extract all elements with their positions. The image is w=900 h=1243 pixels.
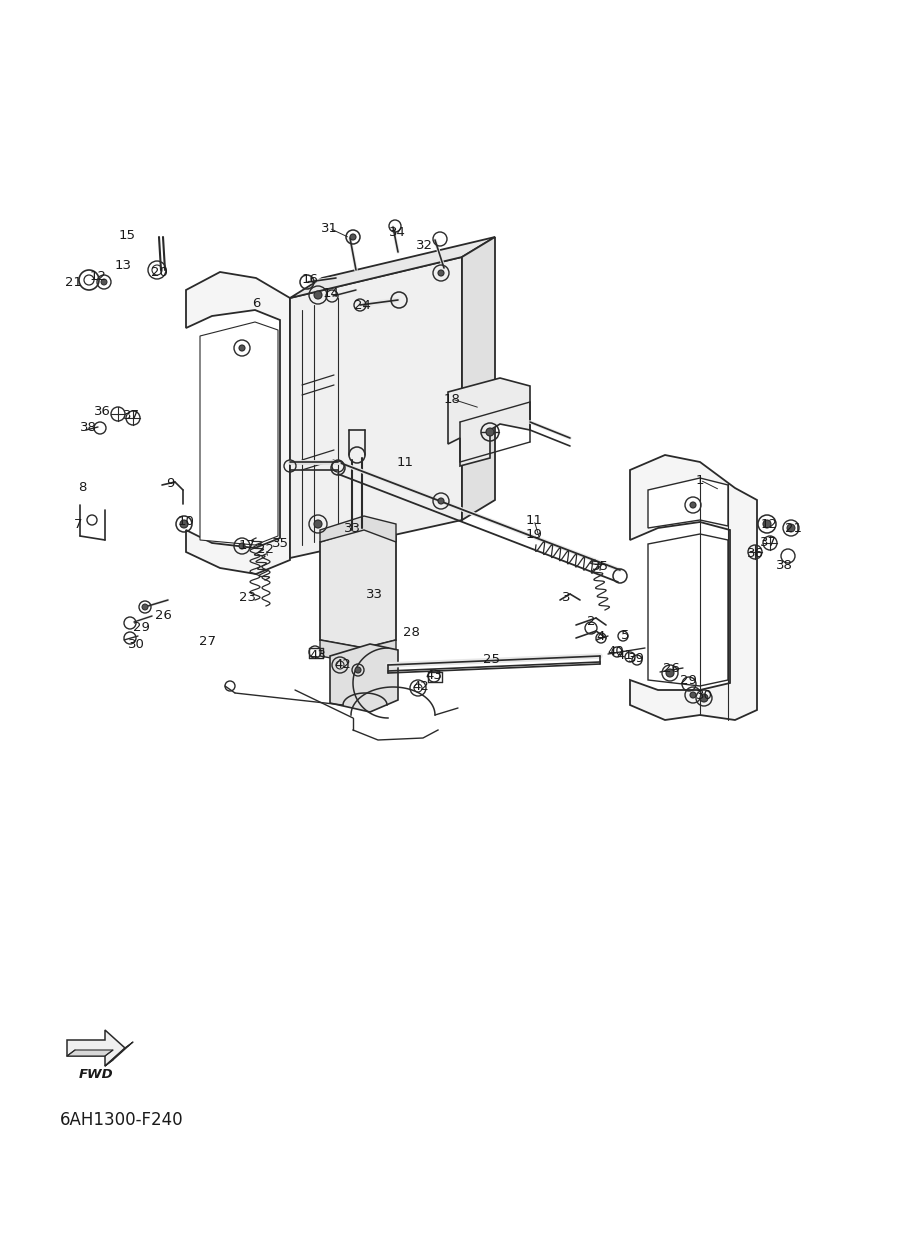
Text: 26: 26 [662, 661, 680, 675]
Polygon shape [290, 237, 495, 298]
Polygon shape [67, 1050, 113, 1057]
Text: 12: 12 [760, 517, 778, 531]
Polygon shape [330, 644, 398, 712]
Text: 7: 7 [74, 517, 82, 531]
Circle shape [690, 692, 696, 699]
Text: 29: 29 [132, 620, 149, 634]
Text: 33: 33 [365, 588, 382, 600]
Polygon shape [462, 237, 495, 520]
Text: 20: 20 [150, 266, 167, 278]
Text: 32: 32 [416, 239, 433, 251]
Text: 14: 14 [322, 286, 339, 300]
Text: 11: 11 [526, 513, 543, 527]
Text: 39: 39 [627, 651, 644, 665]
Polygon shape [648, 534, 728, 686]
Polygon shape [290, 257, 462, 558]
Text: 22: 22 [257, 542, 274, 556]
Text: 16: 16 [302, 272, 319, 286]
Text: 38: 38 [776, 558, 792, 572]
Circle shape [355, 667, 361, 672]
Text: 25: 25 [482, 653, 500, 665]
Text: 30: 30 [128, 638, 144, 650]
Circle shape [180, 520, 188, 528]
Text: 38: 38 [79, 420, 96, 434]
Text: 41: 41 [616, 649, 634, 661]
Circle shape [314, 520, 322, 528]
Circle shape [314, 291, 322, 300]
Circle shape [101, 278, 107, 285]
Text: 43: 43 [310, 649, 327, 661]
Text: 18: 18 [444, 393, 461, 405]
Circle shape [350, 234, 356, 240]
Circle shape [142, 604, 148, 610]
Circle shape [239, 543, 245, 549]
Text: 43: 43 [426, 669, 443, 681]
Polygon shape [200, 322, 278, 544]
Circle shape [690, 502, 696, 508]
Text: 21: 21 [785, 522, 802, 534]
Circle shape [787, 525, 795, 532]
Text: 31: 31 [320, 221, 338, 235]
Text: 15: 15 [119, 229, 136, 241]
Text: 40: 40 [608, 645, 625, 658]
Text: 35: 35 [272, 537, 289, 549]
Text: 9: 9 [166, 476, 175, 490]
Polygon shape [448, 378, 530, 466]
Text: 33: 33 [344, 522, 361, 534]
Polygon shape [320, 640, 396, 664]
Text: 36: 36 [94, 404, 111, 418]
Text: FWD: FWD [78, 1069, 113, 1081]
Polygon shape [67, 1030, 125, 1066]
Text: 1: 1 [696, 474, 704, 486]
Polygon shape [320, 528, 396, 648]
Text: 4: 4 [597, 629, 605, 643]
Polygon shape [186, 272, 290, 574]
Text: 37: 37 [122, 409, 140, 421]
Circle shape [438, 498, 444, 503]
Polygon shape [630, 455, 757, 720]
Text: 36: 36 [747, 547, 763, 559]
Text: 6AH1300-F240: 6AH1300-F240 [60, 1111, 184, 1129]
Circle shape [239, 346, 245, 351]
Text: 27: 27 [199, 634, 215, 648]
Text: 12: 12 [89, 270, 106, 282]
Text: 23: 23 [238, 590, 256, 604]
Circle shape [438, 270, 444, 276]
Polygon shape [648, 479, 728, 528]
Text: 35: 35 [591, 559, 608, 573]
Text: 42: 42 [335, 658, 351, 670]
Circle shape [700, 694, 708, 702]
Text: 3: 3 [562, 590, 571, 604]
Circle shape [666, 669, 674, 677]
Text: 2: 2 [587, 614, 595, 628]
Text: 21: 21 [66, 276, 83, 288]
Text: 30: 30 [696, 689, 713, 701]
Text: 6: 6 [252, 297, 260, 310]
Text: 10: 10 [177, 515, 194, 527]
Text: 5: 5 [621, 629, 629, 641]
Text: 42: 42 [412, 680, 429, 692]
Text: 24: 24 [354, 298, 371, 312]
Circle shape [486, 428, 494, 436]
Text: 19: 19 [526, 527, 543, 541]
Polygon shape [320, 516, 396, 542]
Circle shape [763, 520, 771, 528]
Text: 17: 17 [238, 538, 256, 552]
Text: 13: 13 [114, 259, 131, 271]
Text: 37: 37 [760, 536, 777, 548]
Text: 11: 11 [397, 455, 413, 469]
Text: 8: 8 [77, 481, 86, 493]
Polygon shape [105, 1042, 133, 1066]
Text: 29: 29 [680, 674, 697, 686]
Text: 34: 34 [389, 225, 405, 239]
Text: 28: 28 [402, 625, 419, 639]
Text: 26: 26 [155, 609, 171, 622]
